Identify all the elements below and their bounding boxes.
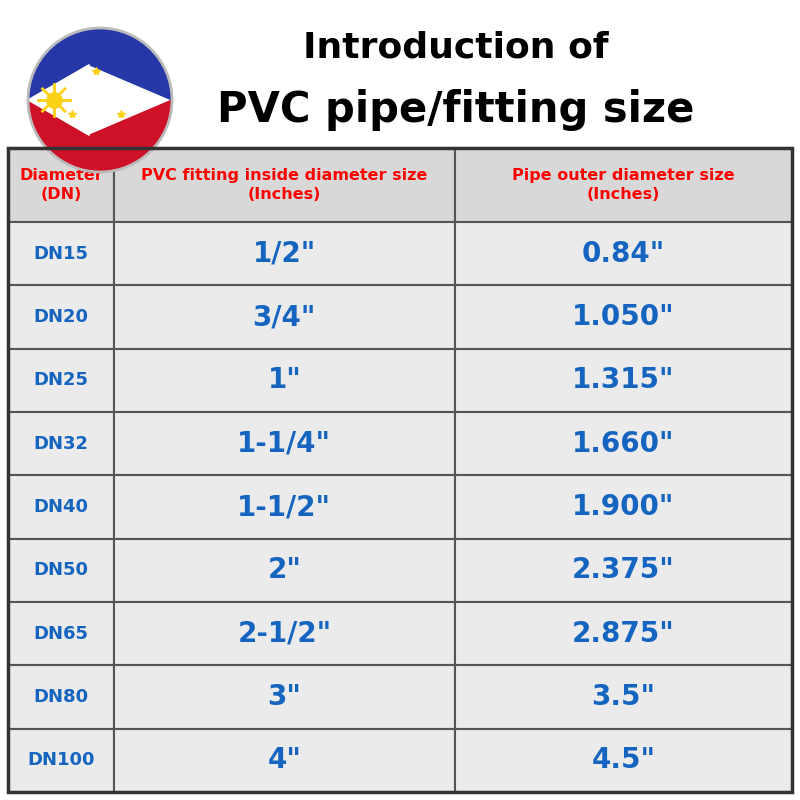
Text: 1.900": 1.900" xyxy=(572,493,674,521)
Text: DN20: DN20 xyxy=(34,308,89,326)
Text: DN65: DN65 xyxy=(34,625,89,642)
Text: 2-1/2": 2-1/2" xyxy=(238,620,331,648)
Text: DN100: DN100 xyxy=(27,751,94,770)
Bar xyxy=(8,286,114,349)
Text: DN32: DN32 xyxy=(34,434,89,453)
Text: 1.050": 1.050" xyxy=(572,303,674,331)
Polygon shape xyxy=(28,28,172,100)
Text: 4": 4" xyxy=(267,746,302,774)
Text: PVC fitting inside diameter size
(Inches): PVC fitting inside diameter size (Inches… xyxy=(141,168,427,202)
Text: 1.315": 1.315" xyxy=(572,366,674,394)
Text: 1-1/2": 1-1/2" xyxy=(238,493,331,521)
Text: DN15: DN15 xyxy=(34,245,89,262)
Text: 3/4": 3/4" xyxy=(253,303,316,331)
Text: 4.5": 4.5" xyxy=(591,746,655,774)
Bar xyxy=(114,222,455,286)
Bar xyxy=(455,148,792,222)
Text: 3.5": 3.5" xyxy=(591,683,655,711)
Text: 1-1/4": 1-1/4" xyxy=(238,430,331,458)
Bar xyxy=(8,148,792,792)
Bar xyxy=(114,602,455,666)
Bar xyxy=(8,538,114,602)
Bar xyxy=(8,729,114,792)
Bar xyxy=(455,349,792,412)
Text: 2.875": 2.875" xyxy=(572,620,675,648)
Text: DN80: DN80 xyxy=(34,688,89,706)
Bar xyxy=(114,729,455,792)
Bar xyxy=(455,666,792,729)
Bar xyxy=(114,412,455,475)
Circle shape xyxy=(28,28,172,172)
Bar xyxy=(455,412,792,475)
Bar xyxy=(8,148,114,222)
Bar xyxy=(114,666,455,729)
Text: 2.375": 2.375" xyxy=(572,556,675,584)
Text: 2": 2" xyxy=(267,556,302,584)
Bar xyxy=(8,666,114,729)
Bar xyxy=(8,475,114,538)
Text: DN50: DN50 xyxy=(34,562,89,579)
Bar xyxy=(8,412,114,475)
Text: Diameter
(DN): Diameter (DN) xyxy=(19,168,102,202)
Bar xyxy=(8,222,114,286)
Text: 0.84": 0.84" xyxy=(582,240,665,268)
Text: Pipe outer diameter size
(Inches): Pipe outer diameter size (Inches) xyxy=(512,168,734,202)
Bar xyxy=(114,148,455,222)
Text: PVC pipe/fitting size: PVC pipe/fitting size xyxy=(218,89,694,131)
Bar xyxy=(455,729,792,792)
Text: DN25: DN25 xyxy=(34,371,89,390)
Bar xyxy=(114,475,455,538)
Bar xyxy=(8,349,114,412)
Polygon shape xyxy=(28,100,172,172)
Text: 1": 1" xyxy=(267,366,302,394)
Text: 3": 3" xyxy=(267,683,302,711)
Bar xyxy=(455,475,792,538)
Bar xyxy=(455,538,792,602)
Text: DN40: DN40 xyxy=(34,498,89,516)
Bar xyxy=(455,222,792,286)
Bar xyxy=(455,286,792,349)
Text: 1.660": 1.660" xyxy=(572,430,674,458)
Bar xyxy=(8,602,114,666)
Bar xyxy=(114,349,455,412)
Polygon shape xyxy=(28,65,89,135)
Bar xyxy=(455,602,792,666)
Bar xyxy=(114,286,455,349)
Text: 1/2": 1/2" xyxy=(253,240,316,268)
Text: Introduction of: Introduction of xyxy=(303,31,609,65)
Bar xyxy=(114,538,455,602)
